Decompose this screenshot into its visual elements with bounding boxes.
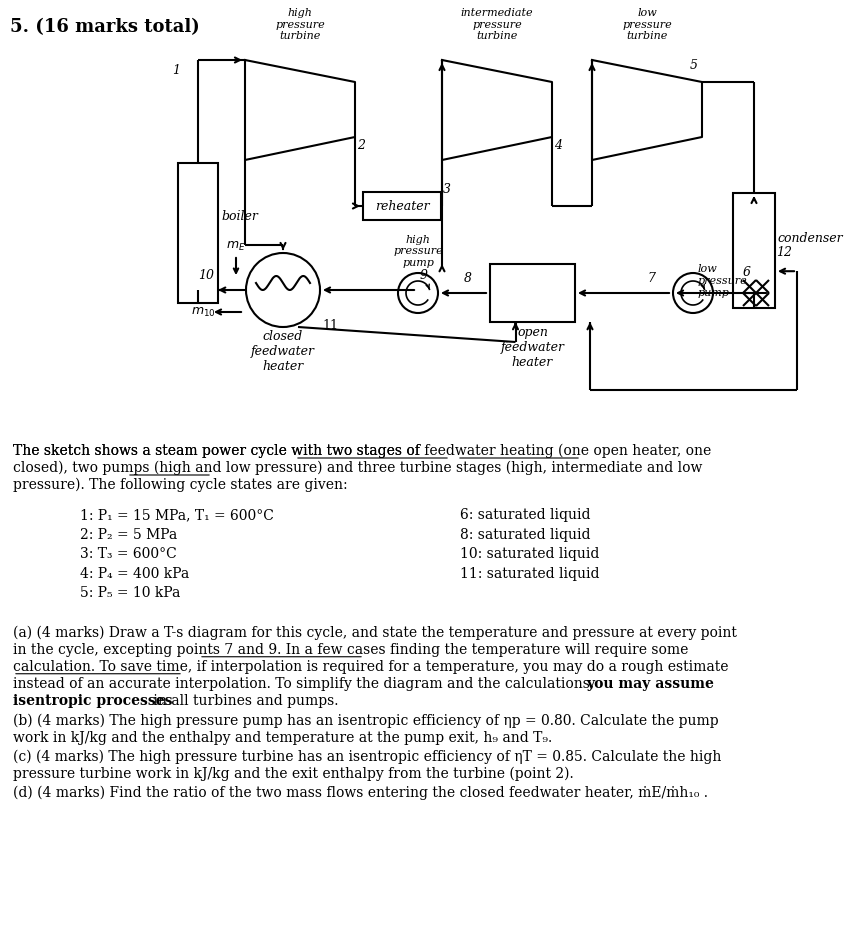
Text: 10: 10 [198, 269, 214, 282]
Text: 2: 2 [357, 139, 365, 152]
Text: 3: 3 [443, 183, 451, 196]
Text: (b) (4 marks) The high pressure pump has an isentropic efficiency of ηp = 0.80. : (b) (4 marks) The high pressure pump has… [13, 714, 719, 728]
Text: (c) (4 marks) The high pressure turbine has an isentropic efficiency of ηT = 0.8: (c) (4 marks) The high pressure turbine … [13, 750, 721, 764]
Text: work in kJ/kg and the enthalpy and temperature at the pump exit, h₉ and T₉.: work in kJ/kg and the enthalpy and tempe… [13, 731, 552, 744]
Circle shape [246, 253, 320, 327]
Text: high
pressure
turbine: high pressure turbine [275, 8, 325, 41]
Text: intermediate
pressure
turbine: intermediate pressure turbine [461, 8, 533, 41]
Text: (d) (4 marks) Find the ratio of the two mass flows entering the closed feedwater: (d) (4 marks) Find the ratio of the two … [13, 785, 708, 800]
Text: $m_{10}$: $m_{10}$ [191, 306, 216, 319]
Bar [490, 264, 575, 322]
Text: pressure turbine work in kJ/kg and the exit enthalpy from the turbine (point 2).: pressure turbine work in kJ/kg and the e… [13, 766, 574, 782]
Text: (a) (4 marks) Draw a T-s diagram for this cycle, and state the temperature and p: (a) (4 marks) Draw a T-s diagram for thi… [13, 625, 737, 640]
Text: high
pressure
pump: high pressure pump [393, 235, 443, 268]
Text: 10: saturated liquid: 10: saturated liquid [460, 547, 600, 561]
Text: pressure). The following cycle states are given:: pressure). The following cycle states ar… [13, 478, 347, 492]
Text: low
pressure
pump: low pressure pump [698, 265, 747, 298]
Text: 8: saturated liquid: 8: saturated liquid [460, 527, 590, 542]
Bar [363, 192, 441, 220]
Text: in all turbines and pumps.: in all turbines and pumps. [149, 694, 339, 707]
Text: The sketch shows a steam power cycle with two stages of: The sketch shows a steam power cycle wit… [13, 444, 424, 458]
Text: The sketch shows a steam power cycle with two stages of feedwater heating (one o: The sketch shows a steam power cycle wit… [13, 444, 711, 459]
Text: 5. (16 marks total): 5. (16 marks total) [10, 18, 200, 36]
Text: 1: P₁ = 15 MPa, T₁ = 600°C: 1: P₁ = 15 MPa, T₁ = 600°C [80, 508, 274, 522]
Text: 3: T₃ = 600°C: 3: T₃ = 600°C [80, 547, 177, 561]
Bar [178, 163, 218, 303]
Circle shape [398, 273, 438, 313]
Text: calculation. To save time, if interpolation is required for a temperature, you m: calculation. To save time, if interpolat… [13, 660, 728, 674]
Text: 8: 8 [464, 272, 472, 285]
Text: 5: 5 [690, 59, 698, 72]
Circle shape [673, 273, 713, 313]
Text: 4: P₄ = 400 kPa: 4: P₄ = 400 kPa [80, 566, 189, 581]
Text: reheater: reheater [375, 200, 429, 212]
Text: condenser: condenser [777, 232, 842, 246]
Text: open
feedwater
heater: open feedwater heater [500, 326, 564, 369]
Text: low
pressure
turbine: low pressure turbine [622, 8, 672, 41]
Text: 2: P₂ = 5 MPa: 2: P₂ = 5 MPa [80, 527, 177, 542]
Text: 6: saturated liquid: 6: saturated liquid [460, 508, 590, 522]
Text: you may assume: you may assume [586, 677, 714, 691]
Text: isentropic processes: isentropic processes [13, 694, 173, 707]
Text: 12: 12 [776, 247, 792, 259]
Text: instead of an accurate interpolation. To simplify the diagram and the calculatio: instead of an accurate interpolation. To… [13, 677, 599, 691]
Text: 4: 4 [554, 139, 562, 152]
Text: 11: saturated liquid: 11: saturated liquid [460, 566, 600, 581]
Text: $m_E$: $m_E$ [226, 240, 245, 253]
Text: 7: 7 [647, 272, 655, 285]
Text: in the cycle, excepting points 7 and 9. In a few cases finding the temperature w: in the cycle, excepting points 7 and 9. … [13, 643, 689, 657]
Text: 5: P₅ = 10 kPa: 5: P₅ = 10 kPa [80, 586, 181, 600]
Text: closed), two pumps (high and low pressure) and three turbine stages (high, inter: closed), two pumps (high and low pressur… [13, 461, 702, 475]
Text: 11: 11 [322, 319, 338, 332]
Text: 9: 9 [420, 269, 428, 282]
Text: closed
feedwater
heater: closed feedwater heater [251, 330, 315, 373]
Text: 1: 1 [172, 64, 180, 77]
Bar [733, 193, 775, 308]
Text: 6: 6 [743, 266, 751, 279]
Text: boiler: boiler [221, 209, 257, 223]
